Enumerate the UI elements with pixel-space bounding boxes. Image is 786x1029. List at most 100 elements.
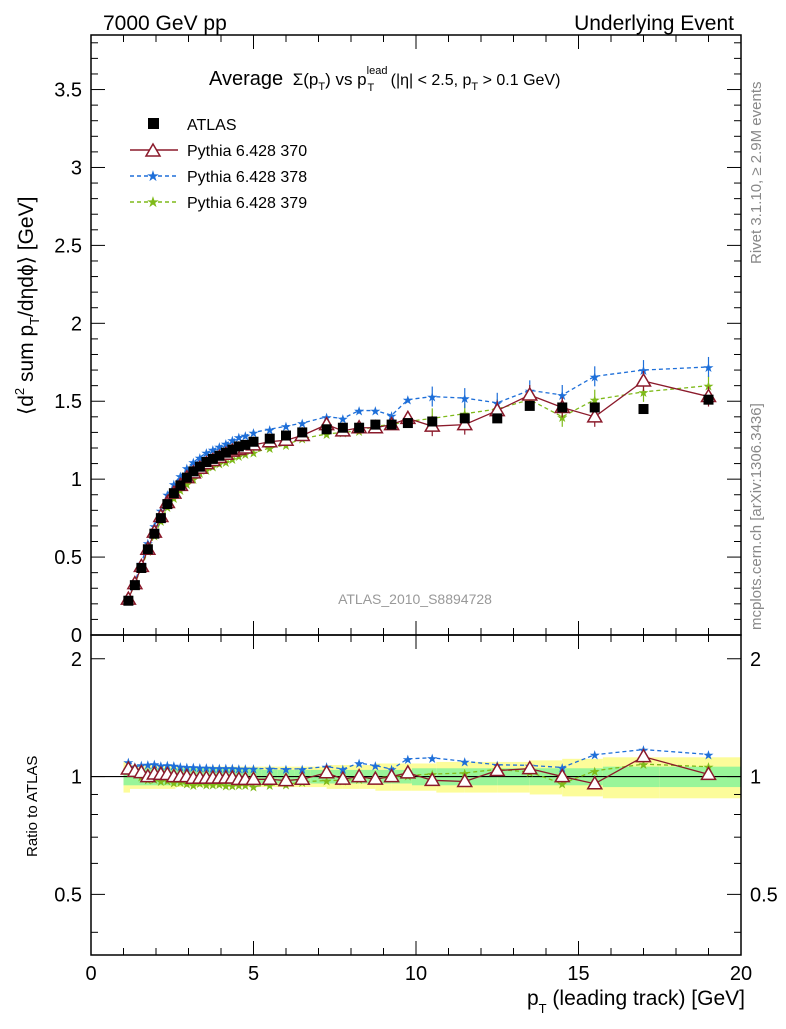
axis-ticks: 0 5 10 15 20 0 0.5 1 1.5 2 2.5 3 3.5 0.5 0.5 1 1 2 2: [54, 35, 778, 985]
series-point-ratio-2: ★: [194, 760, 206, 775]
series-point-ratio-1: [586, 775, 604, 790]
x-tick-label: 20: [730, 963, 752, 985]
series-point-main-2: ★: [201, 446, 213, 461]
atlas-point: [155, 513, 166, 524]
atlas-point: [589, 402, 600, 413]
atlas-point: [459, 413, 470, 424]
series-point-ratio-1: [553, 768, 571, 783]
series-point-main-2: ★: [370, 404, 382, 419]
series-point-ratio-3: ★: [264, 778, 276, 793]
series-point-main-2: ★: [353, 404, 365, 419]
atlas-point: [123, 595, 134, 606]
series-point-main-3: ★: [589, 393, 601, 408]
series-point-ratio-2: ★: [426, 751, 438, 766]
series-line-main-1: [127, 380, 709, 600]
xlabel: pT (leading track) [GeV]: [527, 987, 745, 1016]
series-point-ratio-2: ★: [142, 758, 154, 773]
y-tick-label-main: 1.5: [54, 391, 82, 413]
series-line-main-2: [127, 366, 709, 598]
analysis-label: ATLAS_2010_S8894728: [338, 591, 492, 607]
title-lead-sup: lead: [367, 65, 388, 77]
title-vs: vs p: [331, 70, 367, 89]
series-point-main-3: ★: [188, 472, 200, 487]
header-left: 7000 GeV pp: [103, 12, 227, 35]
atlas-point: [214, 450, 225, 461]
atlas-point: [149, 528, 160, 539]
legend-marker-atlas: [148, 118, 159, 129]
series-point-main-1: [635, 372, 652, 387]
header-right: Underlying Event: [574, 12, 734, 35]
series-point-ratio-1: [399, 764, 417, 779]
series-point-ratio-3: ★: [240, 778, 252, 793]
title-cut-sub: T: [471, 81, 478, 93]
legend: ATLAS Pythia 6.428 370 ★ Pythia 6.428 37…: [130, 117, 307, 212]
series-point-ratio-3: ★: [321, 773, 333, 788]
series-point-main-2: ★: [402, 393, 414, 408]
atlas-point: [168, 488, 179, 499]
y-tick-label-main: 0.5: [54, 547, 82, 569]
series-point-ratio-1: [700, 765, 717, 781]
atlas-point: [220, 447, 231, 458]
series-line-ratio-2: [128, 748, 709, 770]
x-tick-label: 0: [85, 963, 96, 985]
series-point-ratio-2: ★: [248, 762, 260, 777]
series-point-ratio-2: ★: [556, 760, 568, 775]
title-lead-sub: T: [367, 82, 374, 94]
series-point-ratio-3: ★: [155, 774, 167, 789]
legend-378: Pythia 6.428 378: [187, 169, 307, 186]
atlas-point: [175, 480, 186, 491]
series-point-main-2: ★: [638, 363, 650, 378]
ylabel-main-b: sum p: [15, 325, 38, 388]
series-point-main-2: ★: [589, 369, 601, 384]
y-tick-label-main: 1: [71, 469, 82, 491]
series-point-main-2: ★: [233, 430, 245, 445]
atlas-point: [337, 422, 348, 433]
series-point-ratio-2: ★: [703, 747, 715, 762]
y-tick-label-ratio: 2: [71, 649, 82, 671]
title-cut: (|η| < 2.5, p: [386, 72, 471, 89]
series-point-ratio-1: [277, 772, 295, 787]
legend-marker-378: ★: [146, 168, 159, 185]
atlas-point: [427, 416, 438, 427]
series-point-ratio-2: ★: [149, 757, 161, 772]
series-point-main-2: ★: [188, 455, 200, 470]
atlas-point: [492, 413, 503, 424]
ylabel-main-a: ⟨d: [15, 395, 38, 415]
series-point-ratio-1: [245, 770, 262, 786]
series-point-ratio-1: [521, 760, 539, 775]
xlabel-p: p: [527, 987, 539, 1010]
legend-atlas: ATLAS: [187, 117, 237, 134]
y-tick-label-main: 3: [71, 157, 82, 179]
x-tick-label: 15: [567, 963, 589, 985]
series-point-ratio-3: ★: [638, 757, 650, 772]
atlas-point: [142, 544, 153, 555]
side-mcplots: mcplots.cern.ch [arXiv:1306.3436]: [748, 403, 765, 630]
series-point-main-2: ★: [227, 433, 239, 448]
plot-title: Average Σ(pT) vs plead T (|η| < 2.5, pT >…: [209, 65, 560, 94]
atlas-point: [227, 444, 238, 455]
series-point-ratio-1: [423, 771, 441, 787]
series-point-ratio-2: ★: [459, 754, 471, 769]
y-tick-label-ratio-right: 0.5: [750, 884, 778, 906]
series-point-main-2: ★: [240, 429, 252, 444]
y-tick-label-ratio-right: 1: [750, 767, 761, 789]
atlas-point: [386, 419, 397, 430]
series-line-main-3: [127, 385, 709, 600]
series-point-ratio-1: [488, 762, 506, 777]
series-point-ratio-3: ★: [220, 779, 232, 794]
atlas-point: [248, 436, 259, 447]
series-point-main-3: ★: [703, 379, 715, 394]
series-point-ratio-2: ★: [168, 759, 180, 774]
series-point-main-2: ★: [386, 408, 398, 423]
legend-marker-370: [144, 142, 162, 157]
atlas-point: [201, 457, 212, 468]
atlas-point: [402, 418, 413, 429]
atlas-point: [207, 453, 218, 464]
ylabel-ratio: Ratio to ATLAS: [24, 756, 41, 857]
atlas-point: [129, 580, 140, 591]
series-point-ratio-2: ★: [402, 752, 414, 767]
series-point-main-2: ★: [214, 439, 226, 454]
series-point-ratio-3: ★: [201, 777, 213, 792]
series-point-main-2: ★: [194, 450, 206, 465]
series-point-ratio-1: [350, 768, 368, 783]
